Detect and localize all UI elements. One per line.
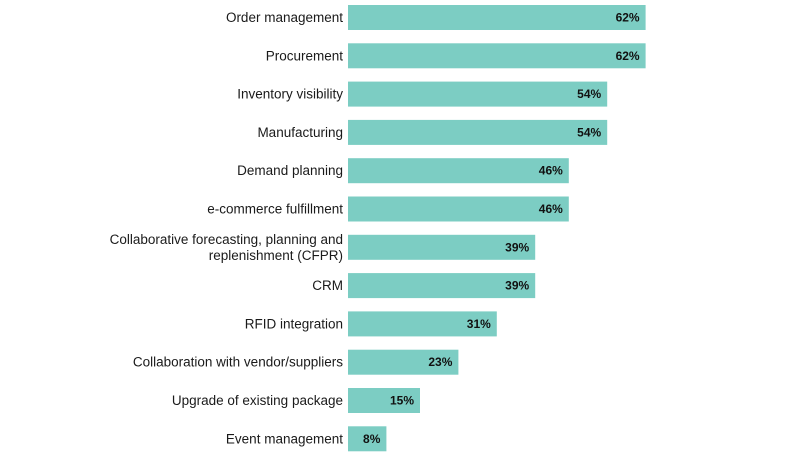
category-label: Manufacturing xyxy=(257,125,343,140)
value-label: 8% xyxy=(363,432,381,446)
value-label: 46% xyxy=(539,164,563,178)
value-label: 62% xyxy=(616,11,640,25)
bar xyxy=(348,196,569,222)
bar xyxy=(348,426,387,452)
bar xyxy=(348,273,536,299)
bar xyxy=(348,119,608,145)
bar xyxy=(348,388,420,413)
bar xyxy=(348,311,497,337)
bar xyxy=(348,81,608,107)
value-label: 23% xyxy=(428,355,452,369)
category-label: e-commerce fulfillment xyxy=(207,202,343,217)
bar xyxy=(348,43,646,69)
value-label: 31% xyxy=(467,317,491,331)
value-label: 54% xyxy=(577,125,601,139)
value-label: 54% xyxy=(577,87,601,101)
bar xyxy=(348,158,569,184)
category-label: replenishment (CFPR) xyxy=(209,248,343,263)
bar xyxy=(348,234,536,260)
category-label: Procurement xyxy=(266,48,344,63)
bars-group xyxy=(348,5,646,452)
category-label: Event management xyxy=(226,431,343,446)
category-label: Inventory visibility xyxy=(237,87,343,102)
category-label: Order management xyxy=(226,10,343,25)
value-label: 15% xyxy=(390,394,414,408)
value-label: 39% xyxy=(505,279,529,293)
bar xyxy=(348,5,646,30)
category-label: CRM xyxy=(312,278,343,293)
category-label: Demand planning xyxy=(237,163,343,178)
category-label: Upgrade of existing package xyxy=(172,393,343,408)
category-label: Collaboration with vendor/suppliers xyxy=(133,355,343,370)
value-label: 46% xyxy=(539,202,563,216)
category-label: Collaborative forecasting, planning and xyxy=(110,232,343,247)
category-labels-group: Order management Procurement Inventory vis… xyxy=(110,10,344,446)
category-label: RFID integration xyxy=(245,316,343,331)
value-label: 62% xyxy=(616,49,640,63)
value-labels-group: 62% 62% 54% 54% 46% 46% 39% 39% 31% 23% 15% 8% xyxy=(363,11,640,446)
bar xyxy=(348,349,459,375)
value-label: 39% xyxy=(505,240,529,254)
